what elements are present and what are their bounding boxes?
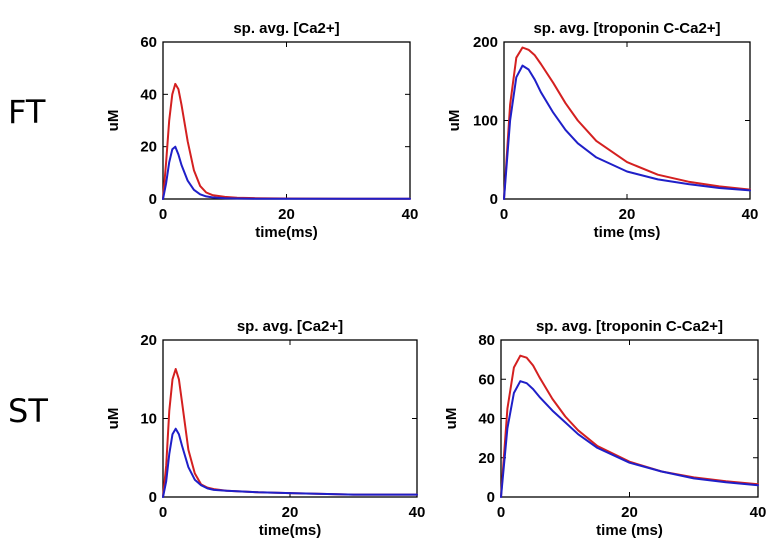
y-tick-label: 40 <box>140 86 157 103</box>
plot-frame <box>503 41 751 200</box>
series-line-2 <box>503 64 751 200</box>
y-tick-label: 200 <box>473 34 498 51</box>
plot-frame <box>500 339 759 498</box>
x-tick-label: 0 <box>497 504 505 521</box>
y-tick-label: 80 <box>478 332 495 349</box>
chart-title: sp. avg. [Ca2+] <box>237 318 343 335</box>
x-tick-label: 0 <box>500 206 508 223</box>
chart-title: sp. avg. [troponin C-Ca2+] <box>536 318 723 335</box>
chart-panels: sp. avg. [Ca2+]0 20 400204060time(ms)uMsp.… <box>105 20 766 539</box>
y-tick-label: 10 <box>140 411 157 428</box>
y-tick-label: 20 <box>140 332 157 349</box>
y-tick-label: 0 <box>149 489 157 506</box>
chart-title: sp. avg. [troponin C-Ca2+] <box>533 20 720 37</box>
x-tick-label: 40 <box>750 504 767 521</box>
row-label-ft: FT <box>8 93 46 131</box>
y-tick-label: 100 <box>473 113 498 130</box>
chart-panel-4: sp. avg. [troponin C-Ca2+] 0 20 40 0 20 40 60 80… <box>443 318 766 539</box>
x-axis-label: time (ms) <box>594 224 661 241</box>
y-axis-label: uM <box>446 110 463 132</box>
y-axis-label: uM <box>105 110 122 132</box>
series-line-1 <box>503 46 751 200</box>
chart-panel-1: sp. avg. [Ca2+] 0 20 40 0 20 40 60 time(ms) uM <box>105 20 418 241</box>
x-axis-label: time (ms) <box>596 522 663 539</box>
chart-title: sp. avg. [Ca2+] <box>233 20 339 37</box>
plot-frame <box>162 339 418 498</box>
y-tick-label: 0 <box>487 489 495 506</box>
y-tick-label: 0 <box>149 191 157 208</box>
plot-frame <box>162 41 411 200</box>
chart-panel-2: sp. avg. [troponin C-Ca2+] 0 20 40 0 100 200 ti… <box>446 20 758 241</box>
y-tick-label: 60 <box>140 34 157 51</box>
x-tick-label: 0 <box>159 206 167 223</box>
series-line-2 <box>500 380 759 498</box>
x-tick-label: 40 <box>402 206 419 223</box>
x-tick-label: 0 <box>159 504 167 521</box>
y-tick-label: 60 <box>478 371 495 388</box>
x-tick-label: 40 <box>409 504 426 521</box>
x-tick-label: 20 <box>621 504 638 521</box>
x-tick-label: 20 <box>282 504 299 521</box>
x-tick-label: 20 <box>619 206 636 223</box>
y-tick-label: 20 <box>140 139 157 156</box>
x-tick-label: 20 <box>278 206 295 223</box>
series-line-2 <box>162 145 411 200</box>
y-tick-label: 0 <box>490 191 498 208</box>
x-tick-label: 40 <box>742 206 759 223</box>
y-tick-label: 40 <box>478 411 495 428</box>
x-axis-label: time(ms) <box>259 522 322 539</box>
y-axis-label: uM <box>105 408 122 430</box>
row-label-st: ST <box>8 392 48 430</box>
series-line-2 <box>162 427 418 498</box>
y-axis-label: uM <box>443 408 460 430</box>
y-tick-label: 20 <box>478 450 495 467</box>
x-axis-label: time(ms) <box>255 224 318 241</box>
